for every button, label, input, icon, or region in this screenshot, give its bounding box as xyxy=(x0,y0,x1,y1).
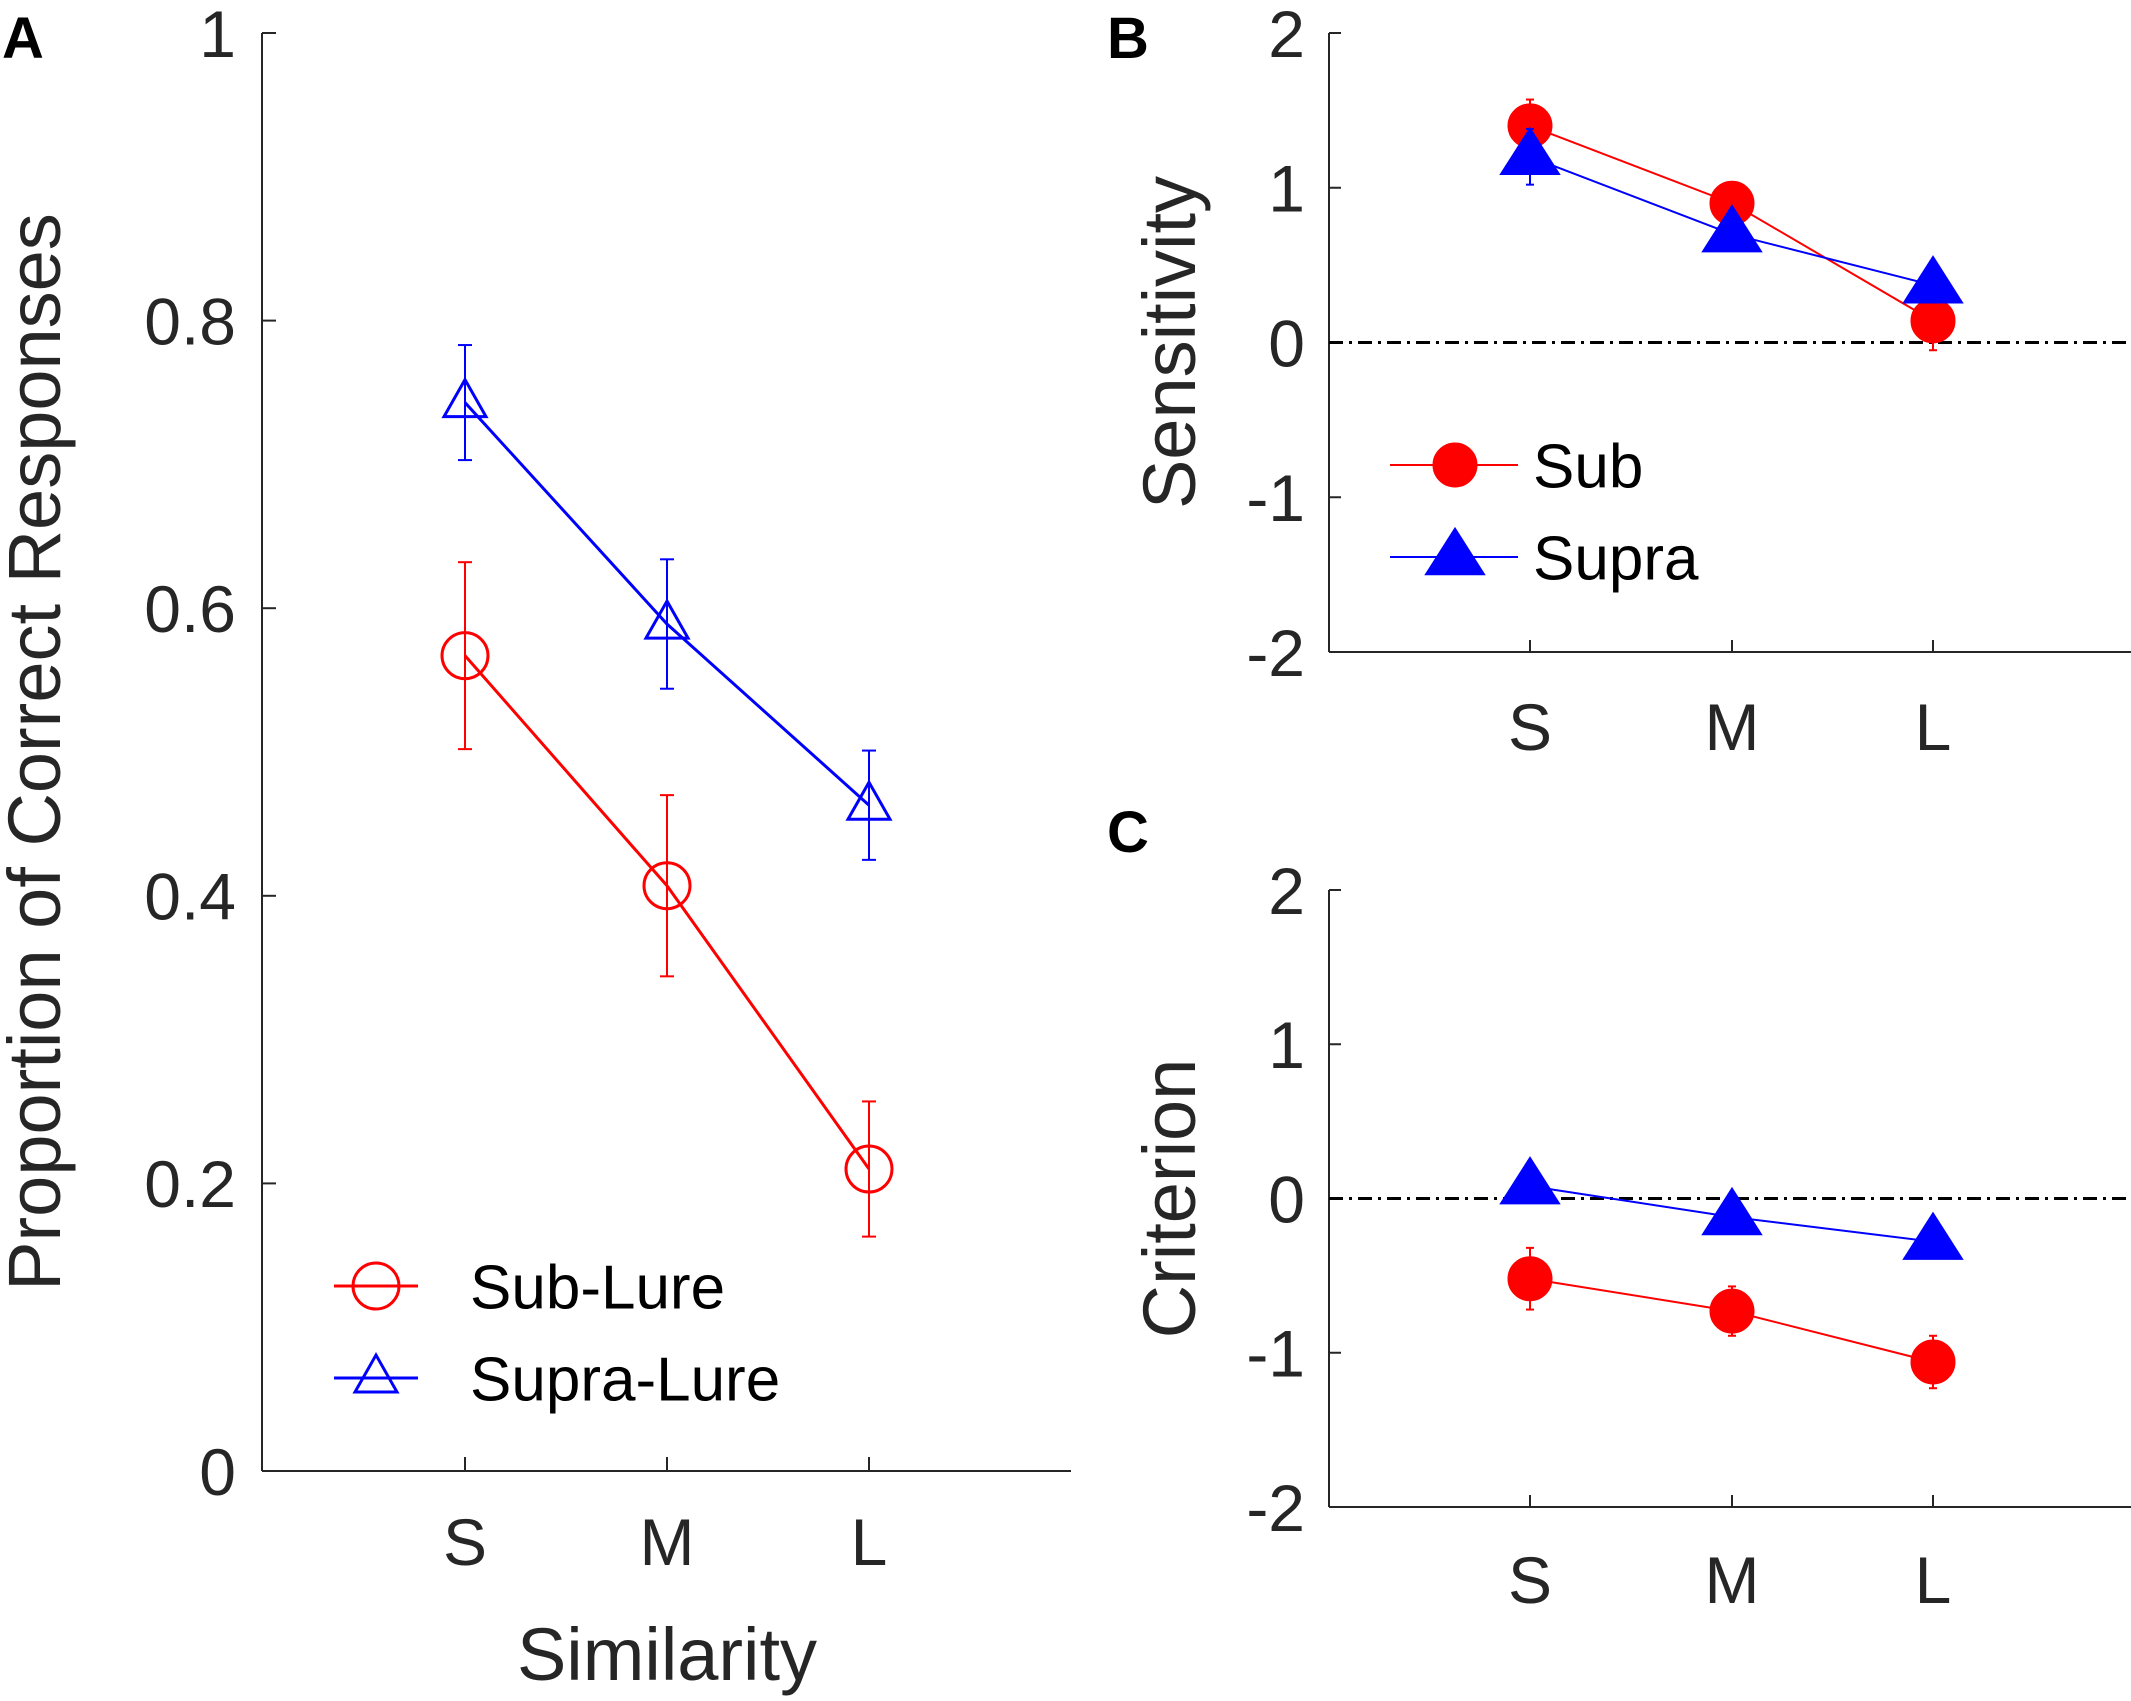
panel-c-y-tick-label: 2 xyxy=(1268,854,1305,928)
panel-a-y-tick-label: 0.8 xyxy=(144,284,236,358)
panel-a-supra-lure-point xyxy=(643,598,691,640)
panel-a-y-tick-label: 0.6 xyxy=(144,572,236,646)
panel-b-legend: Sub Supra xyxy=(1390,432,1699,593)
panel-b-legend-supra-label: Supra xyxy=(1533,524,1699,593)
panel-b-y-tick-label: 0 xyxy=(1268,306,1305,380)
panel-c-supra-series xyxy=(1499,1156,1964,1260)
panel-a-sub-lure-point xyxy=(642,861,692,911)
panel-a-supra-lure-series xyxy=(441,344,893,861)
panel-c-supra-point xyxy=(1499,1156,1561,1205)
panel-a-supra-lure-point xyxy=(845,779,893,821)
panel-a-legend-supra-lure-marker xyxy=(352,1352,400,1394)
panel-a-plot: 0 0.2 0.4 0.6 0.8 1 S M L Proportion of Correct R… xyxy=(0,0,1071,1696)
panel-b-legend-sub-label: Sub xyxy=(1533,432,1643,501)
panel-b-plot: -2 -1 0 1 2 S M L Sensitivity Sub Supra xyxy=(1128,0,2131,764)
panel-b-y-axis-label: Sensitivity xyxy=(1128,176,1211,509)
panel-b-sub-series xyxy=(1507,98,1956,352)
panel-letter-a: A xyxy=(2,6,44,71)
panel-c-y-tick-label: -2 xyxy=(1246,1471,1305,1545)
panel-a-legend-supra-lure-label: Supra-Lure xyxy=(470,1345,780,1414)
panel-b-supra-point xyxy=(1902,255,1964,304)
panel-c-y-axis-label: Criterion xyxy=(1128,1059,1211,1339)
panel-b-x-tick-label: L xyxy=(1915,690,1952,764)
panel-b-y-tick-label: 2 xyxy=(1268,0,1305,71)
panel-c-sub-point xyxy=(1507,1256,1553,1302)
panel-c-plot: -2 -1 0 1 2 S M L Criterion xyxy=(1128,854,2131,1617)
panel-c-sub-point xyxy=(1709,1288,1755,1334)
panel-b-x-tick-label: M xyxy=(1705,690,1760,764)
panel-c-y-tick-label: 1 xyxy=(1268,1008,1305,1082)
panel-a-supra-lure-point xyxy=(441,376,489,419)
panel-a-x-tick-label: M xyxy=(640,1505,695,1579)
panel-c-sub-series xyxy=(1507,1246,1956,1390)
panel-a-y-tick-label: 1 xyxy=(199,0,236,71)
panel-a-y-tick-label: 0.2 xyxy=(144,1147,236,1221)
panel-a-legend-sub-lure-label: Sub-Lure xyxy=(470,1253,725,1322)
panel-b-legend-supra-marker xyxy=(1424,526,1486,576)
panel-a-sub-lure-point xyxy=(844,1144,894,1194)
panel-c-x-tick-label: L xyxy=(1915,1543,1952,1617)
panel-a-legend: Sub-Lure Supra-Lure xyxy=(334,1253,780,1414)
panel-a-y-tick-label: 0 xyxy=(199,1435,236,1509)
panel-a-y-axis-label: Proportion of Correct Responses xyxy=(0,213,76,1291)
panel-b-y-tick-label: -2 xyxy=(1246,616,1305,690)
panel-letter-c: C xyxy=(1107,800,1149,865)
panel-a-legend-sub-lure-marker xyxy=(351,1261,401,1311)
panel-b-y-tick-label: 1 xyxy=(1268,152,1305,226)
panel-c-sub-point xyxy=(1910,1339,1956,1385)
panel-c-x-tick-label: S xyxy=(1508,1543,1552,1617)
panel-b-supra-point xyxy=(1701,204,1763,253)
panel-b-supra-point xyxy=(1499,126,1561,176)
panel-a-sub-lure-series xyxy=(440,561,894,1238)
panel-c-y-tick-label: 0 xyxy=(1268,1162,1305,1236)
panel-b-sub-point xyxy=(1910,298,1956,344)
panel-a-x-axis-label: Similarity xyxy=(517,1613,817,1696)
panel-a-sub-lure-point xyxy=(440,631,490,681)
panel-a-x-tick-label: L xyxy=(851,1505,888,1579)
panel-b-x-tick-label: S xyxy=(1508,690,1552,764)
panel-b-y-tick-label: -1 xyxy=(1246,461,1305,535)
panel-b-supra-series xyxy=(1499,126,1964,304)
panel-c-supra-point xyxy=(1902,1211,1964,1260)
panel-c-supra-point xyxy=(1701,1186,1763,1236)
panel-letter-b: B xyxy=(1107,6,1149,71)
panel-a-y-tick-label: 0.4 xyxy=(144,860,236,934)
panel-c-y-tick-label: -1 xyxy=(1246,1317,1305,1391)
panel-a-x-tick-label: S xyxy=(443,1505,487,1579)
panel-c-x-tick-label: M xyxy=(1705,1543,1760,1617)
panel-b-legend-sub-marker xyxy=(1432,442,1478,488)
